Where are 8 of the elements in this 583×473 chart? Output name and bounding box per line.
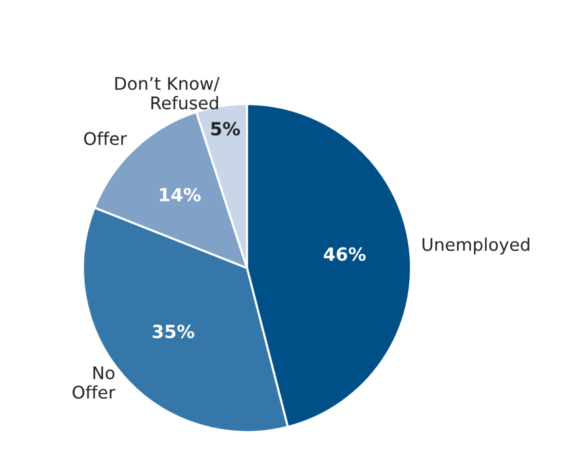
data-label: 35%: [152, 324, 194, 338]
slice-label: Unemployed: [422, 238, 530, 254]
data-label: 5%: [211, 122, 240, 136]
slice-label: No Offer: [72, 366, 116, 399]
slice-label: Don’t Know/ Refused: [115, 77, 220, 110]
slice-label: Offer: [84, 132, 127, 146]
data-label: 14%: [160, 188, 201, 202]
data-label: 46%: [324, 247, 366, 261]
